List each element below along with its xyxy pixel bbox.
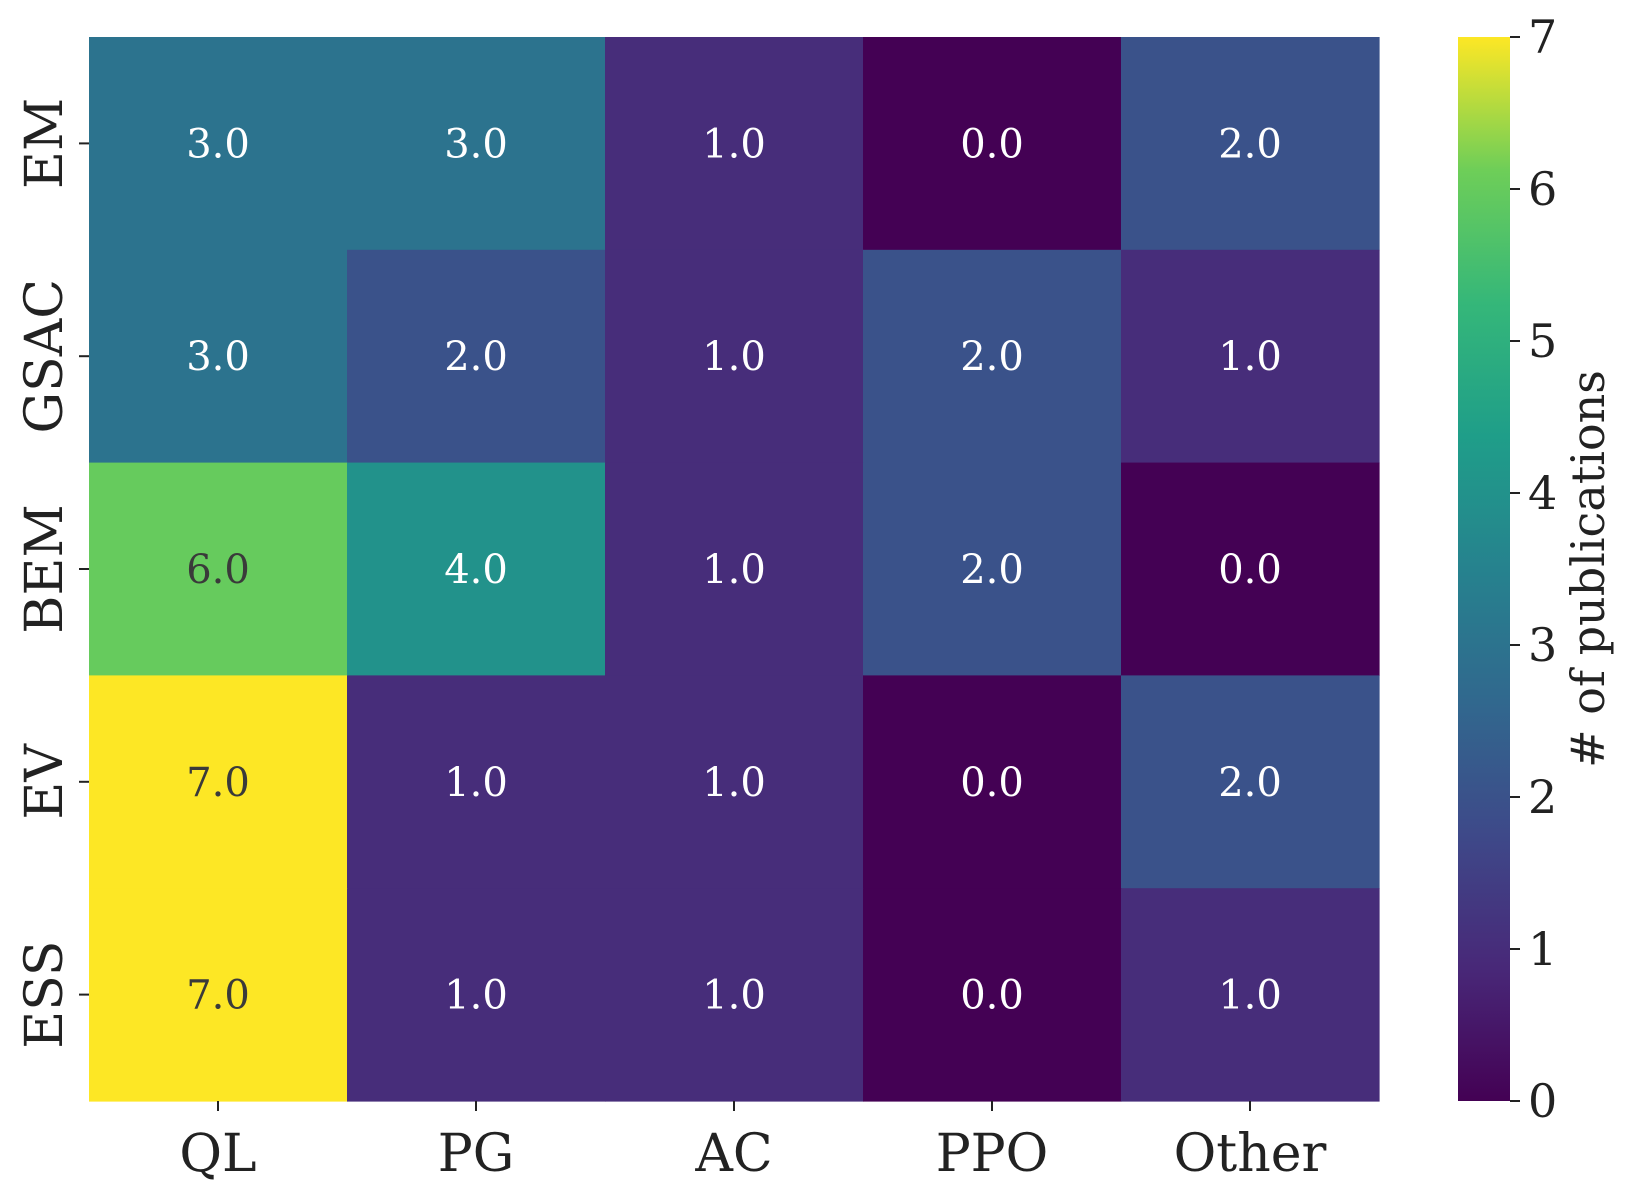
x-tick-label: Other [1174, 1124, 1327, 1184]
colorbar-tick-label: 3 [1528, 618, 1557, 672]
cell-value-label: 7.0 [186, 760, 250, 806]
heatmap-cell [605, 675, 864, 889]
cell-value-label: 1.0 [702, 760, 766, 806]
colorbar-tick-label: 6 [1528, 162, 1557, 216]
cell-value-label: 1.0 [702, 973, 766, 1019]
heatmap-cell [1121, 249, 1380, 464]
heatmap-cell [863, 37, 1122, 251]
cell-value-label: 1.0 [1218, 334, 1282, 380]
y-tick-label: ESS [15, 940, 75, 1048]
heatmap-cell [605, 462, 864, 676]
heatmap-cells: 3.0 3.0 1.0 0.0 2.0 3.0 2.0 1.0 2.0 1.0 6.0 4.0 1.0 2… [89, 37, 1380, 1102]
heatmap-cell [89, 675, 348, 889]
heatmap-cell [1121, 675, 1380, 889]
colorbar-tick-label: 0 [1528, 1074, 1557, 1128]
cell-value-label: 1.0 [444, 973, 508, 1019]
cell-value-label: 1.0 [702, 334, 766, 380]
heatmap-cell [89, 37, 348, 251]
x-tick-label: PG [438, 1124, 515, 1184]
heatmap-cell [347, 37, 606, 251]
heatmap-cell [863, 249, 1122, 464]
cell-value-label: 1.0 [444, 760, 508, 806]
heatmap-cell [89, 462, 348, 676]
colorbar-tick-label: 1 [1528, 922, 1557, 976]
colorbar-title: # of publications [1561, 370, 1615, 768]
cell-value-label: 2.0 [1218, 760, 1282, 806]
x-tick-label: AC [694, 1124, 772, 1184]
cell-value-label: 1.0 [702, 547, 766, 593]
heatmap-cell [89, 888, 348, 1102]
heatmap-cell [863, 462, 1122, 676]
cell-value-label: 7.0 [186, 973, 250, 1019]
cell-value-label: 4.0 [444, 547, 508, 593]
heatmap-cell [863, 888, 1122, 1102]
heatmap-cell [1121, 462, 1380, 676]
colorbar-tick-label: 2 [1528, 770, 1557, 824]
heatmap-cell [605, 249, 864, 464]
cell-value-label: 0.0 [960, 973, 1024, 1019]
heatmap-cell [605, 37, 864, 251]
heatmap-cell [1121, 37, 1380, 251]
colorbar-tick-label: 7 [1528, 10, 1557, 64]
axis-ticks: QL PG AC PPO Other EM GSAC BEM EV ESS [15, 98, 1326, 1184]
cell-value-label: 0.0 [960, 760, 1024, 806]
colorbar-tick-label: 4 [1528, 466, 1557, 520]
x-tick-label: QL [179, 1124, 256, 1184]
cell-value-label: 2.0 [444, 334, 508, 380]
cell-value-label: 1.0 [702, 121, 766, 167]
cell-value-label: 2.0 [960, 334, 1024, 380]
heatmap-cell [1121, 888, 1380, 1102]
cell-value-label: 0.0 [1218, 547, 1282, 593]
heatmap-cell [347, 249, 606, 464]
heatmap-cell [605, 888, 864, 1102]
heatmap-cell [863, 675, 1122, 889]
colorbar-tick-label: 5 [1528, 314, 1557, 368]
y-tick-label: GSAC [15, 279, 75, 434]
y-tick-label: EV [15, 743, 75, 820]
cell-value-label: 3.0 [186, 121, 250, 167]
heatmap-cell [89, 249, 348, 464]
y-tick-label: BEM [15, 504, 75, 633]
cell-value-label: 1.0 [1218, 973, 1282, 1019]
heatmap-cell [347, 675, 606, 889]
colorbar-gradient [1458, 37, 1510, 1101]
x-tick-label: PPO [936, 1124, 1049, 1184]
cell-value-label: 6.0 [186, 547, 250, 593]
heatmap-cell [347, 888, 606, 1102]
heatmap-cell [347, 462, 606, 676]
cell-value-label: 3.0 [186, 334, 250, 380]
cell-value-label: 2.0 [1218, 121, 1282, 167]
cell-value-label: 3.0 [444, 121, 508, 167]
colorbar: 0 1 2 3 4 5 6 7 [1458, 10, 1557, 1128]
cell-value-label: 0.0 [960, 121, 1024, 167]
cell-value-label: 2.0 [960, 547, 1024, 593]
y-tick-label: EM [15, 98, 75, 189]
